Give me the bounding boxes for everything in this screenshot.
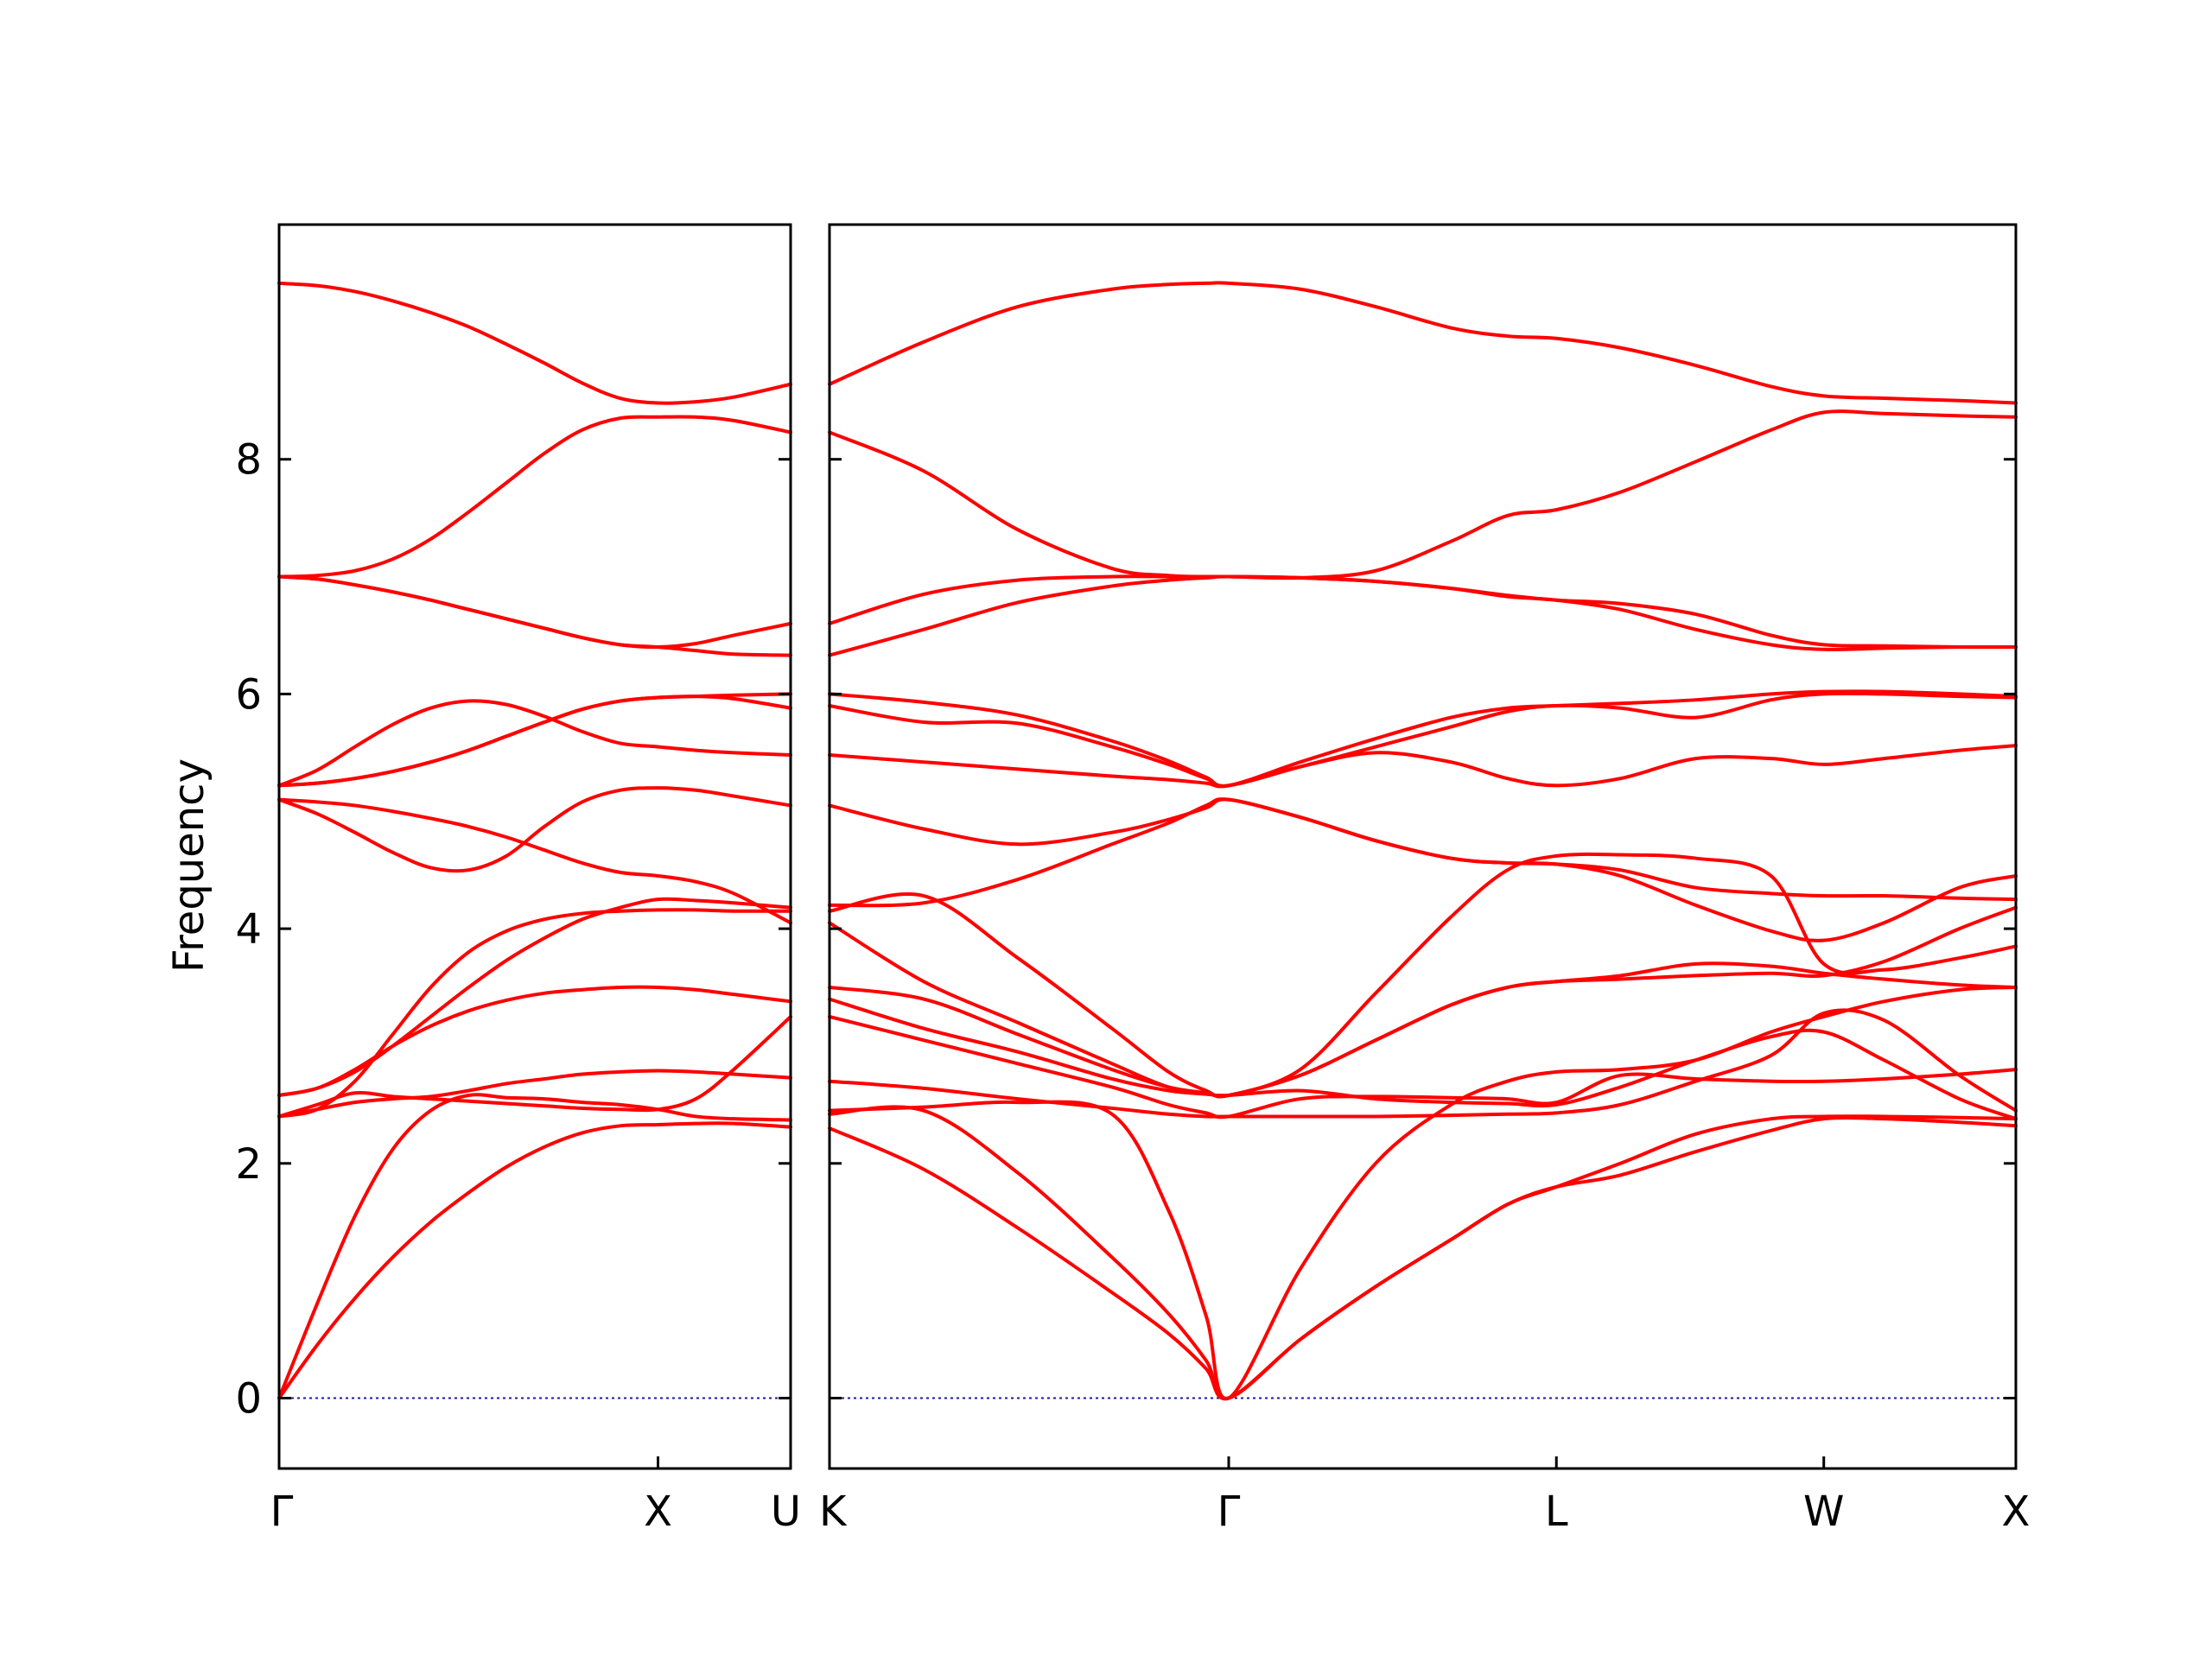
x-tick-label: K — [819, 1488, 848, 1536]
left-band-6 — [277, 897, 792, 1097]
right-band-5 — [828, 1014, 2018, 1120]
right-band-7 — [828, 961, 2018, 1099]
right-band-6 — [828, 997, 2018, 1121]
left-band-1 — [277, 1121, 792, 1400]
x-tick-label: L — [1545, 1488, 1568, 1536]
left-band-8 — [277, 786, 792, 873]
left-band-14 — [277, 574, 792, 650]
right-band-12 — [828, 744, 2018, 789]
right-band-14 — [828, 689, 2018, 788]
y-axis-label: Frequency — [165, 758, 213, 973]
x-tick-label: U — [771, 1488, 801, 1536]
left-band-3 — [277, 1069, 792, 1119]
left-band-16 — [277, 281, 792, 405]
x-tick-label: X — [2002, 1488, 2031, 1536]
right-band-18 — [828, 281, 2018, 405]
left-band-4 — [277, 1014, 792, 1119]
right-band-17 — [828, 409, 2018, 580]
left-band-5 — [277, 985, 792, 1097]
right-band-9 — [828, 852, 2018, 1099]
left-band-2 — [277, 1093, 792, 1400]
left-band-15 — [277, 415, 792, 579]
left-plot-frame — [277, 223, 792, 1470]
y-tick-label: 2 — [235, 1140, 262, 1189]
y-tick-label: 8 — [235, 436, 262, 485]
left-band-12 — [277, 692, 792, 788]
right-band-11 — [828, 797, 2018, 902]
y-tick-label: 0 — [235, 1374, 262, 1423]
y-tick-label: 6 — [235, 670, 262, 719]
right-band-10 — [828, 797, 2018, 942]
right-band-13 — [828, 691, 2018, 788]
x-tick-label: Γ — [270, 1488, 294, 1536]
right-band-15 — [828, 574, 2018, 657]
x-tick-label: Γ — [1217, 1488, 1241, 1536]
left-band-9 — [277, 797, 792, 925]
left-band-13 — [277, 574, 792, 657]
left-band-7 — [277, 908, 792, 1119]
right-band-2 — [828, 1105, 2018, 1400]
right-band-16 — [828, 574, 2018, 650]
x-tick-label: W — [1803, 1488, 1844, 1536]
left-band-11 — [277, 695, 792, 788]
y-tick-label: 4 — [235, 905, 262, 954]
x-tick-label: X — [644, 1488, 672, 1536]
left-panel: 0 2 4 6 8 Γ X U — [235, 223, 801, 1536]
right-band-4 — [828, 1008, 2018, 1119]
right-band-8 — [828, 905, 2018, 1099]
left-band-10 — [277, 699, 792, 788]
right-plot-frame — [828, 223, 2018, 1470]
